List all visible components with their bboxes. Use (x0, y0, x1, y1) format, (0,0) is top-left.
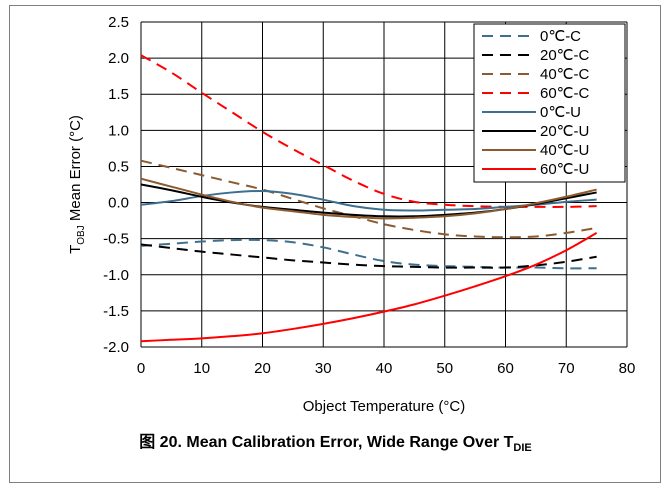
caption-subscript: DIE (513, 442, 532, 455)
legend-label-1: 20℃-C (540, 47, 590, 64)
y-axis-title-rest: Mean Error (°C) (67, 115, 84, 225)
figure-caption: 图 20. Mean Calibration Error, Wide Range… (0, 428, 671, 454)
tick-labels: 0 10 20 30 40 50 60 70 80 2.5 2.0 1.5 1.0 0.5 0.0 -0.5 -… (103, 14, 635, 377)
x-tick-label: 30 (315, 360, 332, 377)
y-tick-label: 1.0 (108, 122, 129, 139)
x-tick-label: 60 (497, 360, 514, 377)
legend: 0℃-C 20℃-C 40℃-C 60℃-C 0℃-U 20℃-U 40℃-U 60℃-U (473, 23, 626, 183)
x-tick-label: 80 (619, 360, 636, 377)
x-tick-label: 70 (558, 360, 575, 377)
legend-label-4: 0℃-U (540, 104, 581, 121)
x-tick-label: 20 (254, 360, 271, 377)
legend-label-5: 20℃-U (540, 123, 589, 140)
y-axis-title-sub: OBJ (76, 225, 87, 244)
x-axis-title: Object Temperature (°C) (303, 398, 465, 415)
y-tick-label: -1.0 (103, 267, 129, 284)
x-tick-label: 50 (436, 360, 453, 377)
x-tick-label: 10 (193, 360, 210, 377)
series-line-2 (140, 159, 597, 239)
series-line-7 (140, 232, 598, 343)
y-axis-title-main: T (67, 245, 84, 254)
series-line-4 (140, 189, 597, 212)
series-line-1 (140, 243, 597, 269)
series-layer (140, 54, 598, 343)
y-tick-label: 0.5 (108, 158, 129, 175)
legend-label-7: 60℃-U (540, 161, 589, 178)
y-tick-label: 2.0 (108, 50, 129, 67)
y-tick-label: 0.0 (108, 195, 129, 212)
y-tick-label: 2.5 (108, 14, 129, 31)
legend-label-0: 0℃-C (540, 28, 581, 45)
legend-box (473, 23, 626, 183)
series-line-5 (140, 183, 597, 218)
y-axis-title: TOBJ Mean Error (°C) (67, 115, 87, 254)
legend-label-3: 60℃-C (540, 85, 590, 102)
x-tick-label: 40 (376, 360, 393, 377)
y-tick-label: 1.5 (108, 86, 129, 103)
legend-label-6: 40℃-U (540, 142, 589, 159)
series-line-0 (140, 238, 597, 270)
y-tick-label: -1.5 (103, 303, 129, 320)
x-tick-label: 0 (137, 360, 145, 377)
legend-label-2: 40℃-C (540, 66, 590, 83)
series-line-6 (140, 177, 597, 220)
y-tick-label: -0.5 (103, 231, 129, 248)
y-tick-label: -2.0 (103, 339, 129, 356)
caption-text: 图 20. Mean Calibration Error, Wide Range… (139, 434, 514, 451)
